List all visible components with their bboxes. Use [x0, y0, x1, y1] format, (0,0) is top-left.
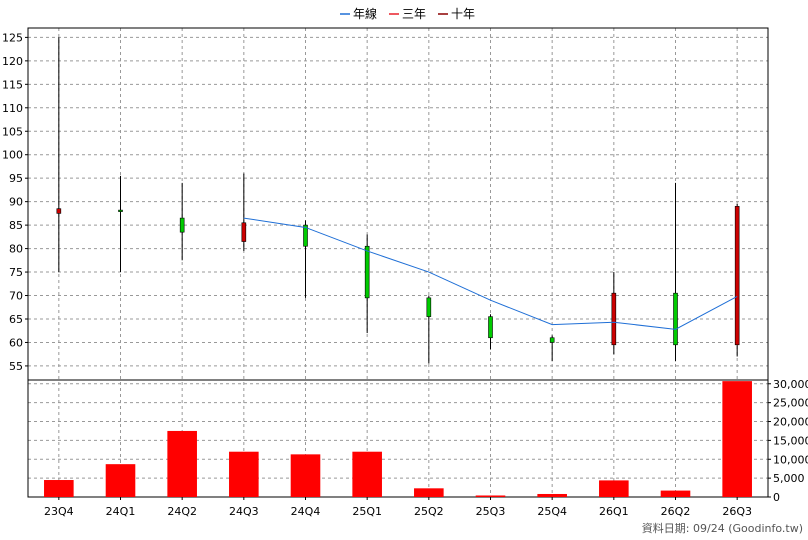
price-tick-label: 125	[2, 31, 23, 44]
volume-bar	[167, 430, 197, 497]
legend: 年線 三年 十年	[340, 6, 475, 21]
axes	[27, 27, 769, 498]
volume-bar	[414, 488, 444, 497]
candle-body	[673, 292, 678, 346]
volume-tick-label: 20,000	[773, 416, 808, 429]
candle-body	[734, 206, 740, 346]
candle-body	[364, 245, 370, 299]
category-tick-label: 24Q4	[291, 505, 321, 518]
volume-bars	[44, 381, 752, 497]
price-tick-label: 60	[9, 336, 23, 349]
candle-body	[56, 208, 62, 214]
candlesticks	[56, 37, 740, 364]
year-line-series	[243, 217, 738, 330]
price-tick-label: 85	[9, 219, 23, 232]
candle-body	[426, 297, 432, 317]
price-tick-label: 105	[2, 125, 23, 138]
volume-bar	[660, 490, 691, 497]
price-tick-label: 100	[2, 149, 23, 162]
price-tick-label: 80	[9, 243, 23, 256]
price-tick-label: 115	[2, 78, 23, 91]
category-tick-label: 24Q2	[167, 505, 197, 518]
volume-bar	[599, 480, 629, 497]
category-tick-label: 24Q1	[106, 505, 136, 518]
candle-body	[179, 217, 185, 233]
price-tick-label: 90	[9, 196, 23, 209]
category-tick-label: 24Q3	[229, 505, 259, 518]
source-credit: 資料日期: 09/24 (Goodinfo.tw)	[642, 521, 803, 535]
legend-label: 十年	[451, 7, 475, 21]
plot-frame	[27, 27, 769, 498]
price-tick-label: 75	[9, 266, 23, 279]
volume-bar	[537, 493, 567, 497]
category-tick-label: 25Q1	[352, 505, 382, 518]
volume-bar	[44, 480, 74, 497]
category-tick-label: 26Q2	[661, 505, 691, 518]
category-tick-label: 23Q4	[44, 505, 74, 518]
category-tick-label: 25Q4	[537, 505, 567, 518]
price-tick-label: 120	[2, 55, 23, 68]
category-tick-label: 25Q3	[476, 505, 506, 518]
volume-tick-label: 5,000	[773, 472, 805, 485]
volume-tick-label: 0	[773, 491, 780, 504]
volume-tick-label: 30,000	[773, 378, 808, 391]
candle-body	[611, 292, 617, 346]
candle-body	[303, 224, 308, 247]
volume-tick-label: 25,000	[773, 397, 808, 410]
volume-bar	[352, 451, 382, 497]
price-tick-label: 95	[9, 172, 23, 185]
price-tick-label: 70	[9, 290, 23, 303]
candle-body	[488, 316, 493, 339]
candle-body	[241, 222, 247, 242]
candle-body	[549, 337, 555, 343]
candle-body	[118, 209, 123, 212]
category-tick-label: 25Q2	[414, 505, 444, 518]
price-tick-label: 110	[2, 102, 23, 115]
grid-lines	[28, 28, 768, 497]
tick-labels: 55 60 65 70 75 80 85 90 95 100 105 110 115 120 125 0 5,0…	[2, 31, 808, 518]
category-tick-label: 26Q3	[722, 505, 752, 518]
volume-tick-label: 10,000	[773, 453, 808, 466]
price-tick-label: 55	[9, 360, 23, 373]
price-tick-label: 65	[9, 313, 23, 326]
volume-bar	[290, 454, 321, 497]
legend-label: 年線	[353, 6, 377, 21]
volume-bar	[105, 464, 136, 497]
volume-bar	[229, 451, 259, 497]
volume-bar	[475, 495, 506, 497]
year-line	[243, 217, 738, 330]
category-tick-label: 26Q1	[599, 505, 629, 518]
volume-bar	[722, 381, 752, 497]
legend-label: 三年	[402, 7, 426, 21]
volume-tick-label: 15,000	[773, 434, 808, 447]
